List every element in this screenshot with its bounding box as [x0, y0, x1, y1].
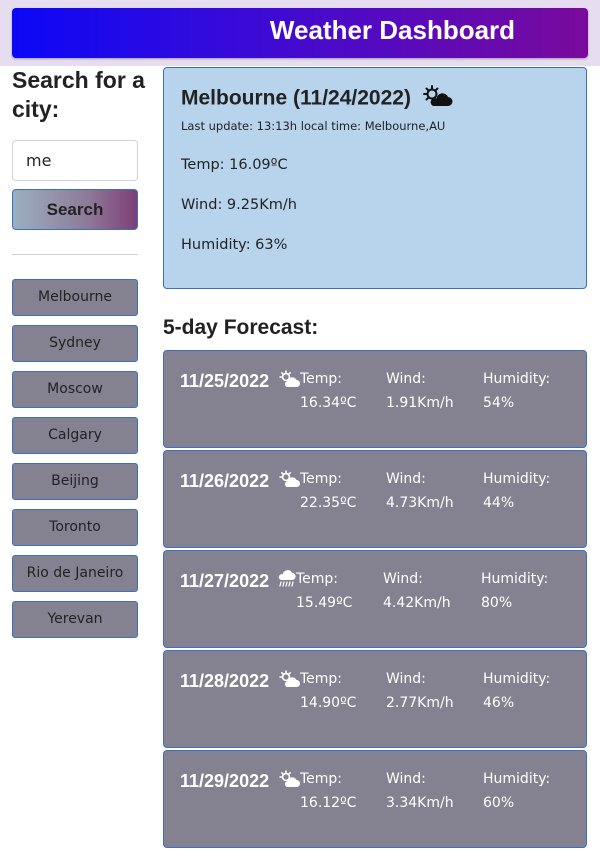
- forecast-card: 11/28/2022 Temp: 14.90ºC Wind: 2.77Km/h …: [163, 650, 587, 748]
- forecast-humidity-label: Humidity:: [481, 571, 549, 587]
- rain-cloud-icon: [277, 570, 297, 592]
- forecast-wind: 4.42Km/h: [383, 595, 451, 611]
- history-city-button[interactable]: Yerevan: [12, 601, 138, 638]
- current-weather-card: Melbourne (11/24/2022) Last update: 13:1…: [163, 67, 587, 289]
- forecast-date: 11/29/2022: [180, 771, 270, 791]
- forecast-wind-label: Wind:: [386, 771, 426, 787]
- last-update-text: Last update: 13:13h local time: Melbourn…: [181, 119, 446, 133]
- forecast-date: 11/25/2022: [180, 371, 270, 391]
- forecast-card: 11/29/2022 Temp: 16.12ºC Wind: 3.34Km/h …: [163, 750, 587, 848]
- forecast-temp-label: Temp:: [300, 771, 343, 787]
- partly-cloudy-icon: [279, 370, 301, 392]
- history-city-button[interactable]: Calgary: [12, 417, 138, 454]
- search-title: Search for a city:: [12, 67, 145, 122]
- forecast-card: 11/26/2022 Temp: 22.35ºC Wind: 4.73Km/h …: [163, 450, 587, 548]
- forecast-humidity: 60%: [483, 795, 515, 811]
- forecast-temp-label: Temp:: [300, 371, 343, 387]
- current-wind: Wind: 9.25Km/h: [181, 197, 297, 213]
- current-city-heading: Melbourne (11/24/2022): [181, 85, 453, 113]
- forecast-humidity-label: Humidity:: [483, 471, 551, 487]
- search-button[interactable]: Search: [12, 189, 138, 230]
- forecast-date: 11/26/2022: [180, 471, 270, 491]
- forecast-wind: 4.73Km/h: [386, 495, 454, 511]
- partly-cloudy-icon: [279, 470, 301, 492]
- current-city-date: Melbourne (11/24/2022): [181, 86, 411, 110]
- forecast-wind: 1.91Km/h: [386, 395, 454, 411]
- search-input[interactable]: [12, 140, 138, 181]
- current-humidity: Humidity: 63%: [181, 237, 288, 253]
- forecast-card: 11/25/2022 Temp: 16.34ºC Wind: 1.91Km/h …: [163, 350, 587, 448]
- forecast-temp-label: Temp:: [300, 471, 343, 487]
- forecast-wind-label: Wind:: [386, 371, 426, 387]
- forecast-wind: 2.77Km/h: [386, 695, 454, 711]
- forecast-wind: 3.34Km/h: [386, 795, 454, 811]
- forecast-title: 5-day Forecast:: [163, 316, 319, 339]
- app-header: Weather Dashboard: [12, 8, 588, 58]
- forecast-temp: 14.90ºC: [300, 695, 357, 711]
- history-city-button[interactable]: Beijing: [12, 463, 138, 500]
- sidebar-divider: [12, 254, 138, 255]
- forecast-date: 11/27/2022: [180, 571, 270, 591]
- forecast-temp-label: Temp:: [300, 671, 343, 687]
- forecast-humidity: 54%: [483, 395, 515, 411]
- forecast-humidity-label: Humidity:: [483, 771, 551, 787]
- forecast-temp: 16.12ºC: [300, 795, 357, 811]
- partly-cloudy-icon: [279, 670, 301, 692]
- history-city-button[interactable]: Moscow: [12, 371, 138, 408]
- forecast-humidity: 44%: [483, 495, 515, 511]
- forecast-temp: 22.35ºC: [300, 495, 357, 511]
- history-city-button[interactable]: Toronto: [12, 509, 138, 546]
- history-city-button[interactable]: Sydney: [12, 325, 138, 362]
- forecast-temp-label: Temp:: [296, 571, 339, 587]
- forecast-wind-label: Wind:: [386, 471, 426, 487]
- page-title: Weather Dashboard: [269, 15, 516, 45]
- partly-cloudy-icon: [279, 770, 301, 792]
- forecast-humidity: 80%: [481, 595, 513, 611]
- forecast-temp: 16.34ºC: [300, 395, 357, 411]
- partly-cloudy-day-icon: [422, 85, 453, 113]
- history-city-button[interactable]: Melbourne: [12, 279, 138, 316]
- forecast-temp: 15.49ºC: [296, 595, 353, 611]
- current-temp: Temp: 16.09ºC: [181, 157, 288, 173]
- forecast-wind-label: Wind:: [386, 671, 426, 687]
- history-city-button[interactable]: Rio de Janeiro: [12, 555, 138, 592]
- forecast-humidity-label: Humidity:: [483, 371, 551, 387]
- forecast-humidity-label: Humidity:: [483, 671, 551, 687]
- forecast-card: 11/27/2022 Temp: 15.49ºC Wind: 4.42Km/h …: [163, 550, 587, 648]
- forecast-date: 11/28/2022: [180, 671, 270, 691]
- forecast-wind-label: Wind:: [383, 571, 423, 587]
- forecast-humidity: 46%: [483, 695, 515, 711]
